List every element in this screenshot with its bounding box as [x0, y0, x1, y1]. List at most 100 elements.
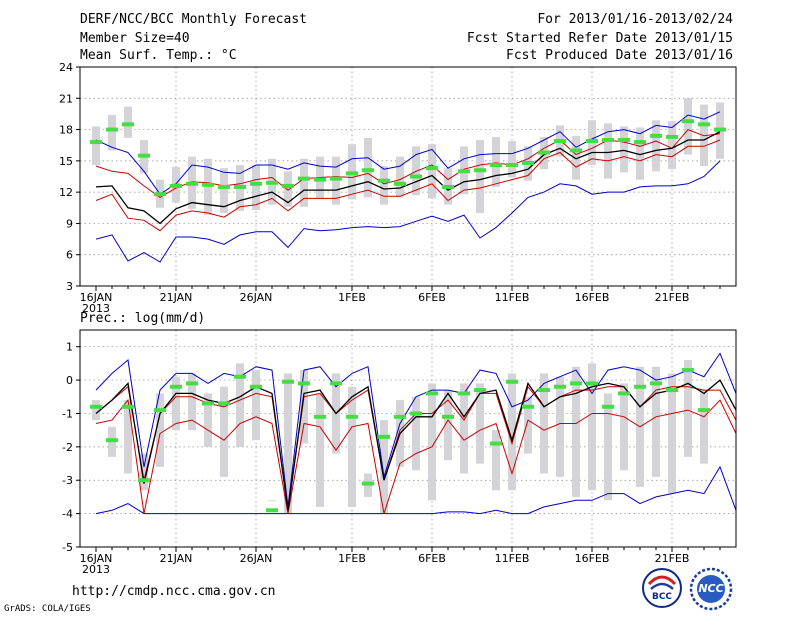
temp-xtick-label: 16JAN	[80, 291, 113, 304]
prec-spread-box	[284, 373, 292, 514]
grads-credit: GrADS: COLA/IGES	[4, 604, 91, 614]
source-url[interactable]: http://cmdp.ncc.cma.gov.cn	[72, 584, 276, 599]
temp-mean-bar	[346, 171, 358, 176]
temp-mean-bar	[410, 174, 422, 179]
prec-mean-bar	[202, 401, 214, 406]
temperature-label: Mean Surf. Temp.: °C	[80, 48, 237, 63]
prec-ytick-label: -4	[62, 508, 73, 521]
prec-ytick-label: -2	[62, 441, 73, 454]
prec-frame	[79, 329, 737, 548]
prec-spread-box	[124, 400, 132, 474]
prec-ytick-label: 0	[66, 374, 73, 387]
prec-spread-box	[492, 430, 500, 491]
temp-mean-bar	[330, 176, 342, 181]
temp-mean-bar	[186, 181, 198, 186]
prec-mean-bar	[538, 388, 550, 393]
temp-spread-box	[364, 137, 372, 198]
temp-spread-box	[428, 144, 436, 199]
prec-p10-line	[95, 398, 737, 514]
prec-spread-box	[588, 363, 596, 491]
temp-spread-box	[284, 171, 292, 207]
temp-mean-bar	[538, 150, 550, 155]
prec-mean-bar	[554, 384, 566, 389]
prec-min-line	[95, 465, 737, 515]
temp-spread-box	[92, 126, 100, 166]
prec-spread-box	[412, 396, 420, 471]
prec-mean-bar	[362, 481, 374, 486]
temp-spread-box	[508, 141, 516, 178]
prec-ytick-label: -1	[62, 407, 73, 420]
precipitation-label: Prec.: log(mm/d)	[80, 311, 206, 326]
temp-spread-box	[204, 158, 212, 216]
prec-mean-bar	[570, 381, 582, 386]
temp-xtick-label: 1FEB	[338, 291, 366, 304]
temp-mean-bar	[202, 182, 214, 187]
temp-mean-bar	[458, 169, 470, 174]
temp-spread-box	[124, 106, 132, 138]
chart-title: DERF/NCC/BCC Monthly Forecast	[80, 12, 307, 27]
prec-mean-bar	[378, 434, 390, 439]
prec-spread-box	[300, 370, 308, 444]
temp-mean-bar	[474, 168, 486, 173]
fcst-started-date: Fcst Started Refer Date 2013/01/15	[466, 31, 733, 46]
temp-mean-bar	[234, 184, 246, 189]
temp-mean-bar	[554, 139, 566, 144]
temp-spread-box	[572, 135, 580, 180]
temp-spread-box	[332, 156, 340, 205]
prec-spread-box	[476, 383, 484, 464]
forecast-period: For 2013/01/16-2013/02/24	[537, 12, 733, 27]
temp-mean-bar	[154, 192, 166, 197]
prec-spread-box	[92, 400, 100, 421]
temp-xtick-label: 21JAN	[160, 291, 193, 304]
ncc-logo: NCC	[689, 567, 733, 611]
prec-mean-bar	[122, 404, 134, 409]
prec-mean-bar	[138, 478, 150, 483]
temp-spread-box	[396, 156, 404, 198]
prec-spread-box	[204, 393, 212, 447]
ncc-logo-text: NCC	[698, 582, 724, 595]
prec-mean-bar	[282, 379, 294, 384]
temp-mean-bar	[682, 119, 694, 124]
temp-mean-bar	[570, 148, 582, 153]
temp-spread-box	[300, 158, 308, 207]
prec-spread-box	[620, 383, 628, 471]
temp-ytick-label: 12	[59, 186, 73, 199]
prec-spread-box	[428, 383, 436, 501]
prec-xtick-label: 11FEB	[495, 552, 530, 565]
prec-spread-box	[236, 363, 244, 447]
temp-mean-bar	[298, 176, 310, 181]
temp-p10-line	[95, 139, 721, 232]
prec-mean-bar	[522, 404, 534, 409]
temp-mean-bar	[506, 163, 518, 168]
temp-mean-bar	[698, 122, 710, 127]
prec-xtick-label: 6FEB	[418, 552, 446, 565]
temp-min-line	[95, 160, 721, 263]
prec-spread-box	[444, 390, 452, 461]
prec-xtick-label: 21FEB	[655, 552, 690, 565]
temp-spread-box	[220, 168, 228, 213]
temp-spread-box	[476, 140, 484, 213]
prec-mean-bar	[698, 408, 710, 413]
prec-mean-bar	[490, 441, 502, 446]
prec-spread-box	[684, 360, 692, 457]
prec-mean-bar	[90, 404, 102, 409]
prec-mean-bar	[266, 508, 278, 513]
prec-mean-bar	[682, 368, 694, 373]
temp-xtick-label: 11FEB	[495, 291, 530, 304]
temp-max-line	[95, 111, 721, 195]
prec-spread-box	[524, 396, 532, 454]
temp-mean-bar	[618, 138, 630, 142]
prec-xtick-year: 2013	[82, 563, 110, 576]
temp-mean-bar	[490, 163, 502, 168]
temp-spread-box	[604, 123, 612, 179]
temp-mean-bar	[714, 127, 726, 132]
prec-spread-box	[252, 370, 260, 441]
temp-ytick-label: 18	[59, 124, 73, 137]
temp-ytick-label: 15	[59, 155, 73, 168]
temp-xtick-label: 26JAN	[240, 291, 273, 304]
prec-spread-box	[316, 393, 324, 507]
temp-spread-box	[108, 114, 116, 151]
prec-mean-bar	[474, 388, 486, 393]
prec-ytick-label: -3	[62, 474, 73, 487]
prec-mean-bar	[442, 414, 454, 419]
